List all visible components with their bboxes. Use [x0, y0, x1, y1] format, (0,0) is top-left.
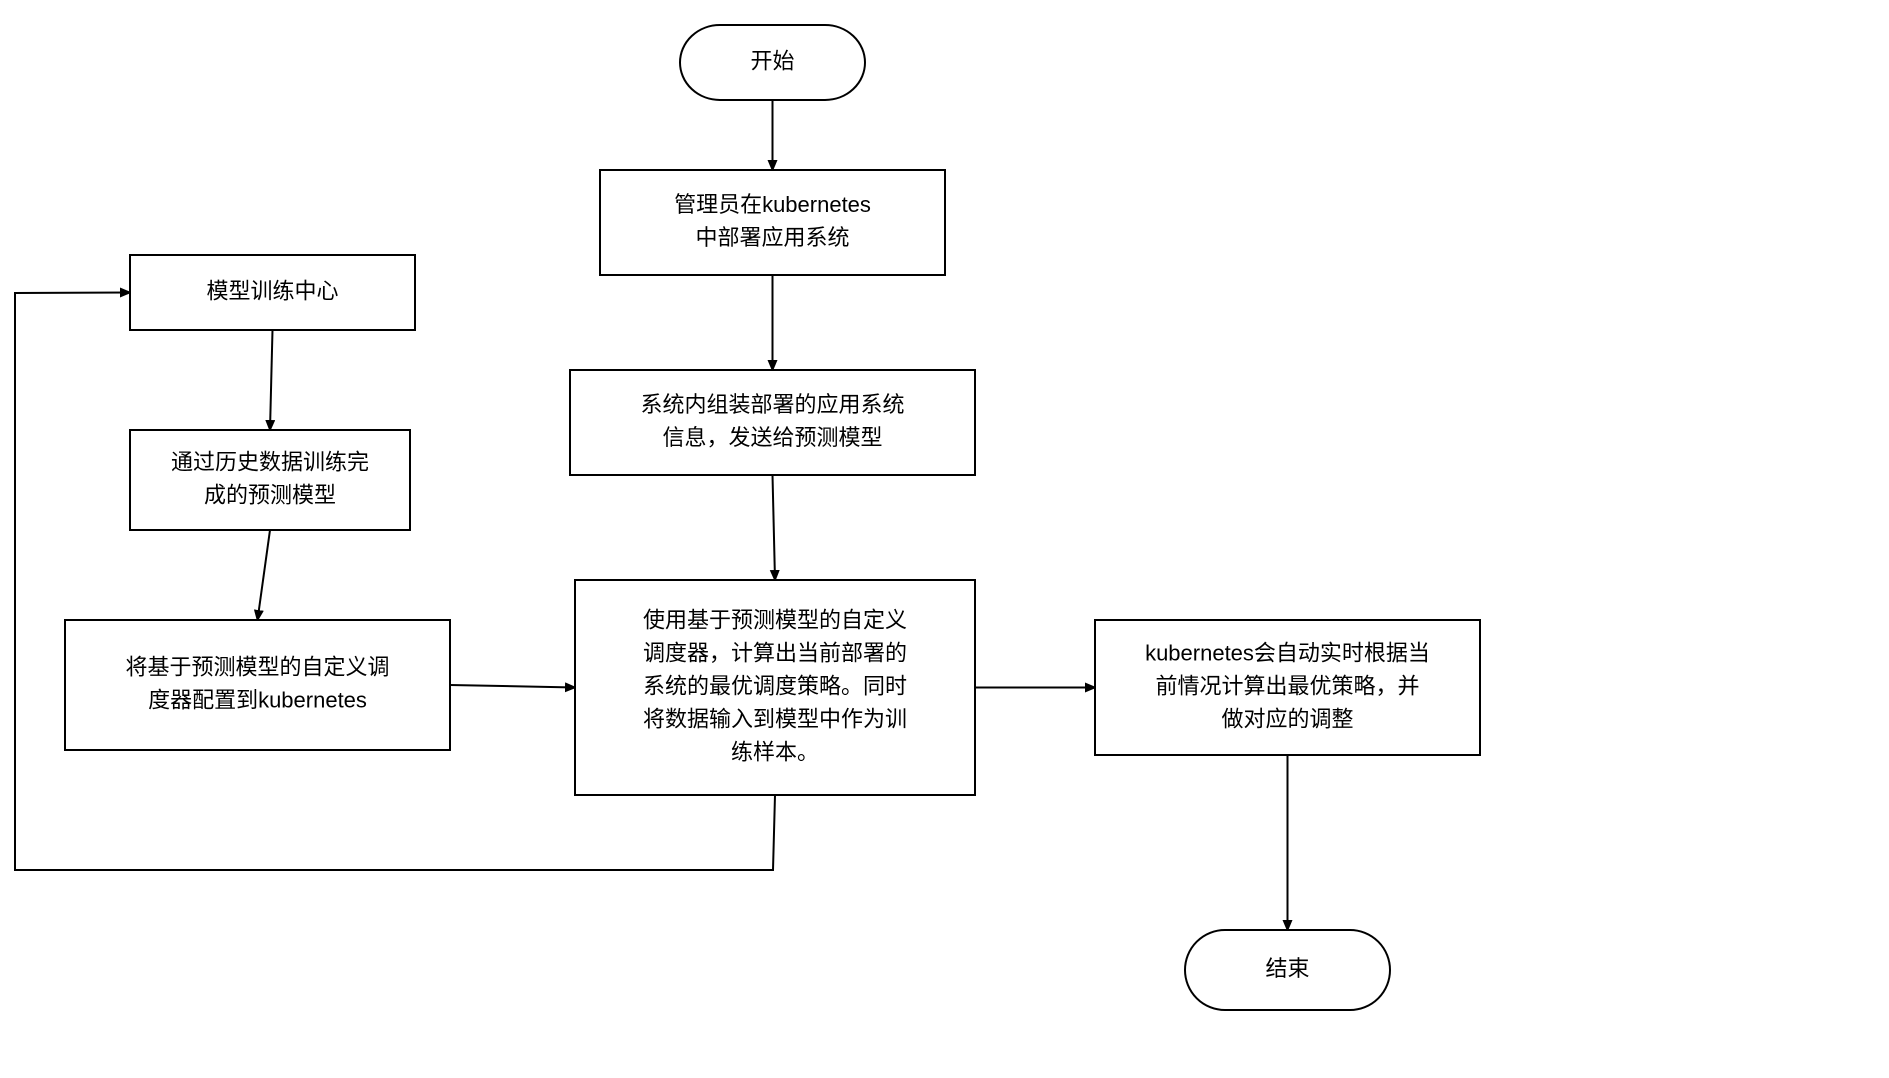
node-auto-label-line-1: 前情况计算出最优策略，并 — [1155, 673, 1419, 698]
node-start-label-line-0: 开始 — [750, 48, 794, 73]
node-config-label-line-0: 将基于预测模型的自定义调 — [125, 654, 389, 679]
node-use-label-line-4: 练样本。 — [731, 739, 819, 764]
node-config-label-line-1: 度器配置到kubernetes — [148, 687, 367, 712]
node-config-box — [65, 620, 450, 750]
node-use-label-line-2: 系统的最优调度策略。同时 — [643, 673, 907, 698]
node-trained-label-line-1: 成的预测模型 — [204, 482, 336, 507]
node-end: 结束 — [1185, 930, 1390, 1010]
node-use-label-line-1: 调度器，计算出当前部署的 — [643, 640, 907, 665]
node-trained: 通过历史数据训练完成的预测模型 — [130, 430, 410, 530]
node-end-label-line-0: 结束 — [1265, 956, 1309, 981]
node-deploy: 管理员在kubernetes 中部署应用系统 — [600, 170, 945, 275]
node-assemble-label-line-0: 系统内组装部署的应用系统 — [640, 392, 904, 417]
node-use-label-line-3: 将数据输入到模型中作为训 — [643, 706, 907, 731]
node-start: 开始 — [680, 25, 865, 100]
node-trained-label-line-0: 通过历史数据训练完 — [171, 449, 369, 474]
edge-center-to-trained — [270, 330, 273, 430]
node-center-label-line-0: 模型训练中心 — [206, 278, 338, 303]
edge-config-to-use — [450, 685, 575, 688]
edge-assemble-to-use — [773, 475, 776, 580]
node-auto: kubernetes会自动实时根据当前情况计算出最优策略，并做对应的调整 — [1095, 620, 1480, 755]
node-deploy-label-line-0: 管理员在kubernetes — [674, 192, 871, 217]
node-deploy-box — [600, 170, 945, 275]
edge-trained-to-config — [258, 530, 271, 620]
node-assemble-box — [570, 370, 975, 475]
node-trained-box — [130, 430, 410, 530]
node-center: 模型训练中心 — [130, 255, 415, 330]
node-config: 将基于预测模型的自定义调度器配置到kubernetes — [65, 620, 450, 750]
node-auto-label-line-2: 做对应的调整 — [1221, 706, 1353, 731]
flowchart-canvas: 开始管理员在kubernetes 中部署应用系统系统内组装部署的应用系统信息，发送… — [0, 0, 1889, 1078]
node-deploy-label-line-1: 中部署应用系统 — [695, 225, 849, 250]
node-assemble: 系统内组装部署的应用系统信息，发送给预测模型 — [570, 370, 975, 475]
node-use-label-line-0: 使用基于预测模型的自定义 — [643, 607, 907, 632]
node-auto-label-line-0: kubernetes会自动实时根据当 — [1145, 640, 1430, 665]
node-assemble-label-line-1: 信息，发送给预测模型 — [662, 425, 882, 450]
node-use: 使用基于预测模型的自定义调度器，计算出当前部署的系统的最优调度策略。同时将数据输… — [575, 580, 975, 795]
